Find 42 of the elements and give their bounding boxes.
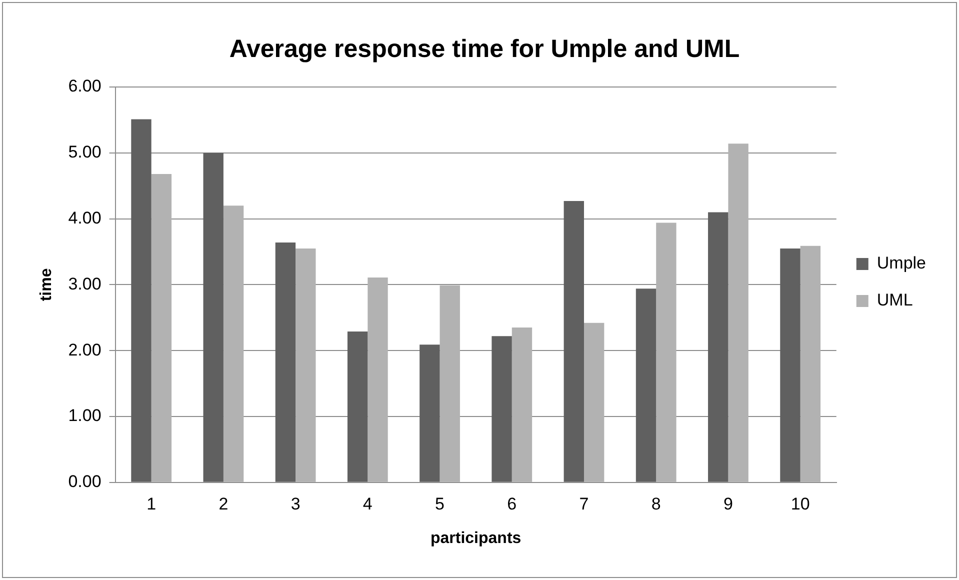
x-tick-label: 10 [790,494,810,514]
y-tick-label: 2.00 [68,340,102,360]
bar [347,331,368,482]
bar [131,119,152,482]
bar [512,328,532,482]
y-axis-title: time [38,268,56,302]
y-tick-label: 3.00 [68,274,102,294]
x-tick-label: 4 [362,494,372,514]
bar [203,152,224,482]
bar [368,277,388,482]
x-axis-title: participants [430,530,522,547]
bar [151,174,172,482]
bar [296,248,316,482]
y-tick-label: 6.00 [68,76,102,96]
bar [420,344,440,482]
x-tick-label: 7 [579,494,589,514]
x-tick-label: 9 [723,494,733,514]
x-tick-label: 8 [651,494,661,514]
chart-title: Average response time for Umple and UML [229,34,740,63]
y-tick-label: 1.00 [68,406,102,426]
x-tick-label: 5 [435,494,445,514]
x-tick-label: 2 [218,494,228,514]
bar [728,144,748,482]
legend-label: Umple [876,254,926,273]
bar [275,242,296,482]
y-tick-label: 4.00 [68,208,102,228]
bar [564,201,584,482]
x-tick-label: 3 [290,494,300,514]
legend-label: UML [876,290,913,310]
bar [636,288,656,482]
bar [656,222,676,482]
x-tick-label: 6 [507,494,517,514]
bar [492,336,512,482]
x-tick-label: 1 [146,494,156,514]
bar [223,206,244,482]
bar [440,285,460,482]
bar [780,248,800,482]
y-tick-label: 0.00 [68,472,102,492]
bar [800,246,821,482]
bar [584,322,604,482]
y-tick-label: 5.00 [68,142,102,162]
bar [708,212,728,482]
